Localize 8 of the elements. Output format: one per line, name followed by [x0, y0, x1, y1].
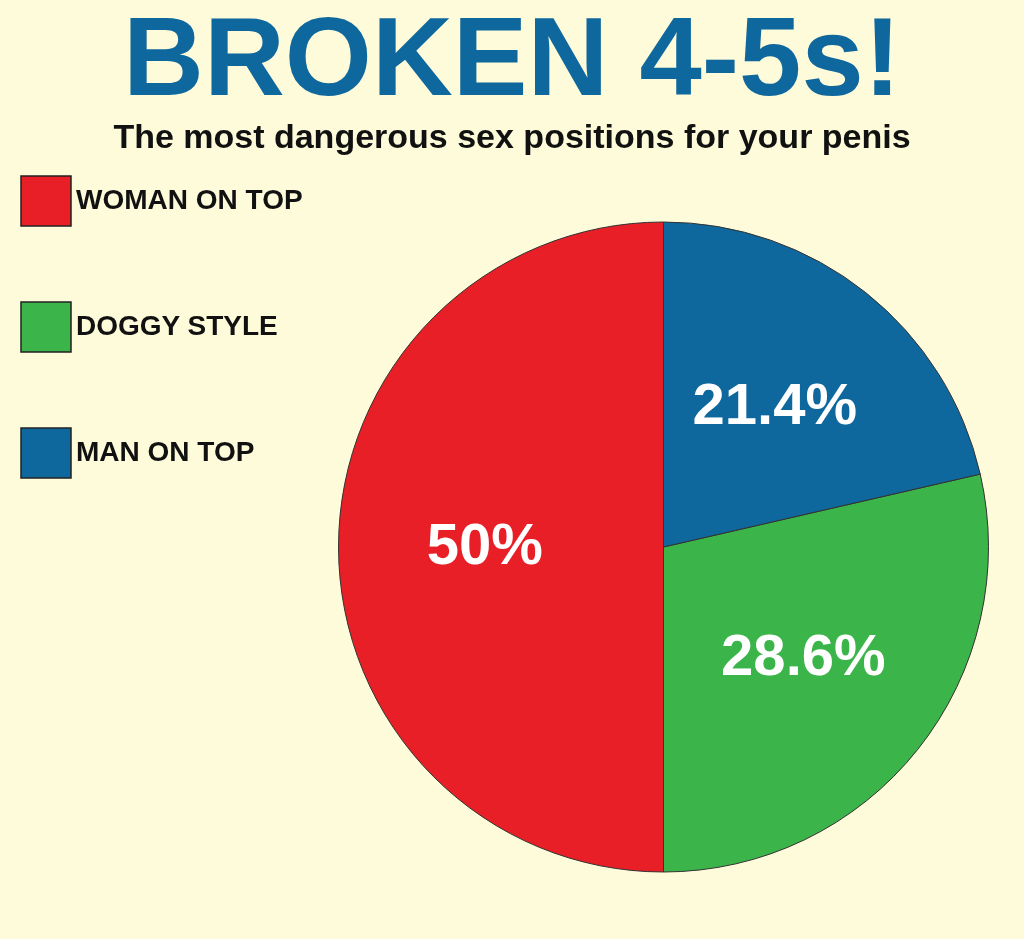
data-label: 21.4%: [692, 371, 858, 437]
legend-label: WOMAN ON TOP: [76, 184, 303, 215]
legend-label: MAN ON TOP: [76, 436, 255, 467]
data-label: 50%: [426, 511, 543, 576]
chart-subtitle: The most dangerous sex positions for your penis: [113, 117, 911, 155]
legend-label: DOGGY STYLE: [76, 310, 278, 341]
chart-title: BROKEN 4-5s!: [123, 0, 901, 119]
data-label: 28.6%: [721, 622, 886, 688]
